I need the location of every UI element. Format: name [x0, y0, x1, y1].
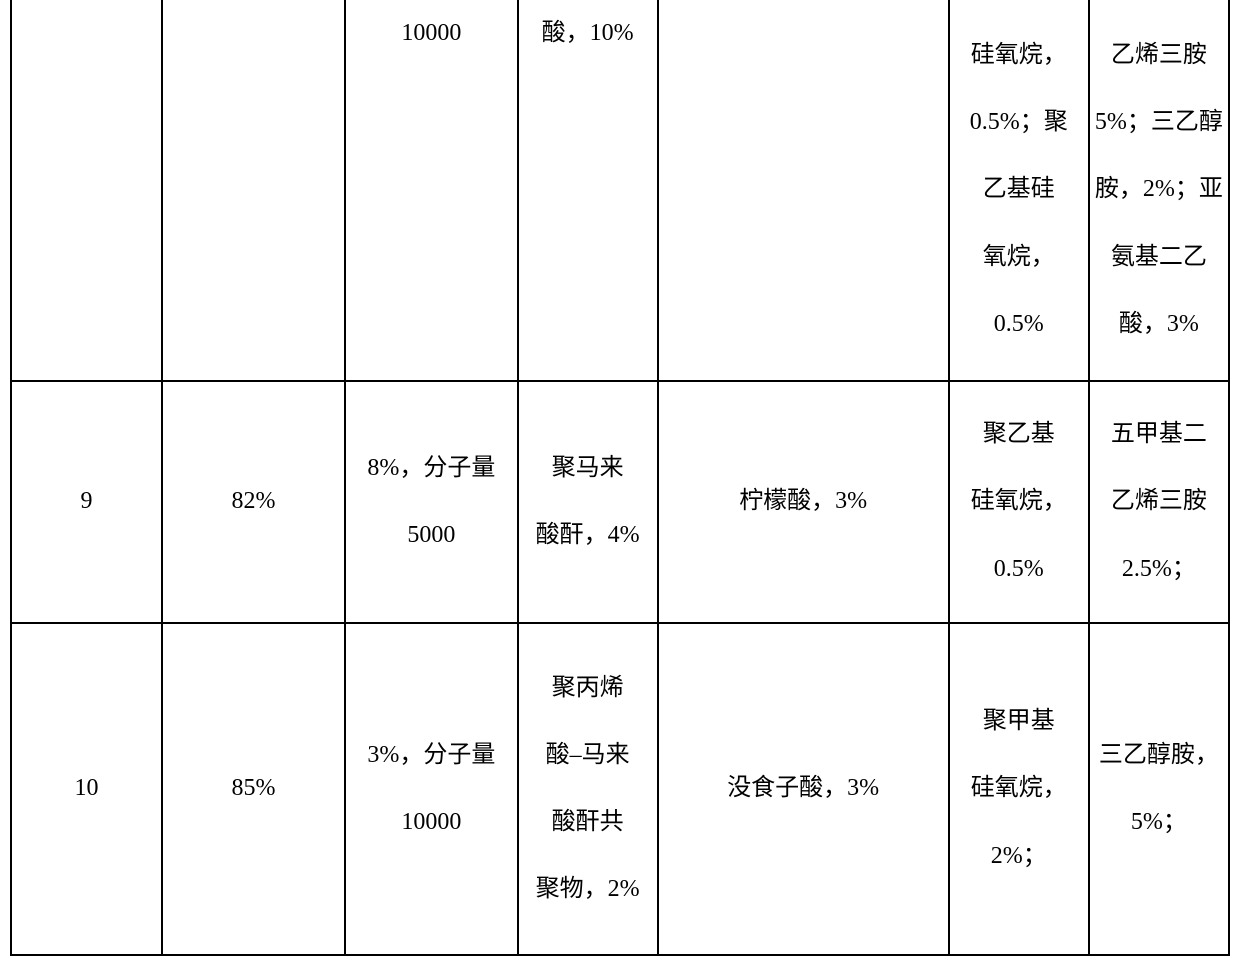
table-cell: 没食子酸，3% — [658, 623, 949, 955]
cell-text: 五甲基二 乙烯三胺 2.5%； — [1111, 401, 1207, 603]
table-cell: 五甲基二 乙烯三胺 2.5%； — [1089, 381, 1229, 623]
cell-text: 10 — [74, 755, 98, 822]
table-cell: 聚乙基 硅氧烷， 0.5% — [949, 381, 1089, 623]
cell-text: 85% — [232, 755, 276, 822]
cell-text: 酸，10% — [542, 0, 634, 67]
cell-inner: 9 — [12, 382, 161, 622]
cell-inner: 82% — [163, 382, 344, 622]
table-cell: 82% — [162, 381, 345, 623]
cell-inner — [12, 0, 161, 380]
cell-inner — [659, 0, 948, 380]
data-table: 10000 酸，10% 硅氧烷， 0.5%；聚 乙基硅 氧烷， 0.5% 乙烯三胺 5… — [10, 0, 1230, 956]
cell-text: 3%，分子量 10000 — [367, 722, 495, 856]
table-cell — [658, 0, 949, 381]
cell-text: 9 — [80, 468, 92, 535]
cell-inner: 3%，分子量 10000 — [346, 624, 516, 954]
table-cell: 10 — [11, 623, 162, 955]
cell-inner: 五甲基二 乙烯三胺 2.5%； — [1090, 382, 1228, 622]
table-cell — [162, 0, 345, 381]
table-cell: 酸，10% — [518, 0, 658, 381]
table-row: 9 82% 8%，分子量 5000 聚马来 酸酐，4% 柠檬酸，3% 聚乙基 硅氧烷， 0… — [11, 381, 1229, 623]
cell-inner: 硅氧烷， 0.5%；聚 乙基硅 氧烷， 0.5% — [950, 0, 1088, 380]
table-cell: 8%，分子量 5000 — [345, 381, 517, 623]
cell-inner: 聚乙基 硅氧烷， 0.5% — [950, 382, 1088, 622]
table-cell: 10000 — [345, 0, 517, 381]
table-cell: 聚丙烯 酸–马来 酸酐共 聚物，2% — [518, 623, 658, 955]
cell-inner: 8%，分子量 5000 — [346, 382, 516, 622]
cell-inner: 乙烯三胺 5%；三乙醇 胺，2%；亚 氨基二乙 酸，3% — [1090, 0, 1228, 380]
table-cell: 85% — [162, 623, 345, 955]
table-cell: 聚甲基 硅氧烷， 2%； — [949, 623, 1089, 955]
cell-inner: 酸，10% — [519, 0, 657, 380]
cell-text: 聚马来 酸酐，4% — [536, 435, 640, 569]
cell-inner: 10000 — [346, 0, 516, 380]
cell-text: 8%，分子量 5000 — [367, 435, 495, 569]
cell-inner: 没食子酸，3% — [659, 624, 948, 954]
cell-text: 聚甲基 硅氧烷， 2%； — [971, 688, 1067, 890]
table-body: 10000 酸，10% 硅氧烷， 0.5%；聚 乙基硅 氧烷， 0.5% 乙烯三胺 5… — [11, 0, 1229, 955]
cell-text: 82% — [232, 468, 276, 535]
cell-text: 10000 — [401, 0, 461, 67]
cell-inner: 聚马来 酸酐，4% — [519, 382, 657, 622]
table-cell: 硅氧烷， 0.5%；聚 乙基硅 氧烷， 0.5% — [949, 0, 1089, 381]
table-cell: 柠檬酸，3% — [658, 381, 949, 623]
table-row: 10 85% 3%，分子量 10000 聚丙烯 酸–马来 酸酐共 聚物，2% 没食子酸，… — [11, 623, 1229, 955]
table-row: 10000 酸，10% 硅氧烷， 0.5%；聚 乙基硅 氧烷， 0.5% 乙烯三胺 5… — [11, 0, 1229, 381]
table-cell — [11, 0, 162, 381]
cell-inner: 85% — [163, 624, 344, 954]
cell-text: 硅氧烷， 0.5%；聚 乙基硅 氧烷， 0.5% — [970, 22, 1068, 358]
cell-inner: 聚甲基 硅氧烷， 2%； — [950, 624, 1088, 954]
cell-text: 柠檬酸，3% — [739, 468, 867, 535]
cell-inner — [163, 0, 344, 380]
cell-text: 聚乙基 硅氧烷， 0.5% — [971, 401, 1067, 603]
cell-text: 聚丙烯 酸–马来 酸酐共 聚物，2% — [536, 655, 640, 924]
cell-inner: 10 — [12, 624, 161, 954]
cell-inner: 三乙醇胺， 5%； — [1090, 624, 1228, 954]
cell-inner: 聚丙烯 酸–马来 酸酐共 聚物，2% — [519, 624, 657, 954]
table-cell: 乙烯三胺 5%；三乙醇 胺，2%；亚 氨基二乙 酸，3% — [1089, 0, 1229, 381]
cell-inner: 柠檬酸，3% — [659, 382, 948, 622]
table-cell: 聚马来 酸酐，4% — [518, 381, 658, 623]
table-cell: 3%，分子量 10000 — [345, 623, 517, 955]
table-cell: 三乙醇胺， 5%； — [1089, 623, 1229, 955]
cell-text: 没食子酸，3% — [727, 755, 879, 822]
cell-text: 乙烯三胺 5%；三乙醇 胺，2%；亚 氨基二乙 酸，3% — [1095, 22, 1223, 358]
cell-text: 三乙醇胺， 5%； — [1099, 722, 1219, 856]
table-cell: 9 — [11, 381, 162, 623]
